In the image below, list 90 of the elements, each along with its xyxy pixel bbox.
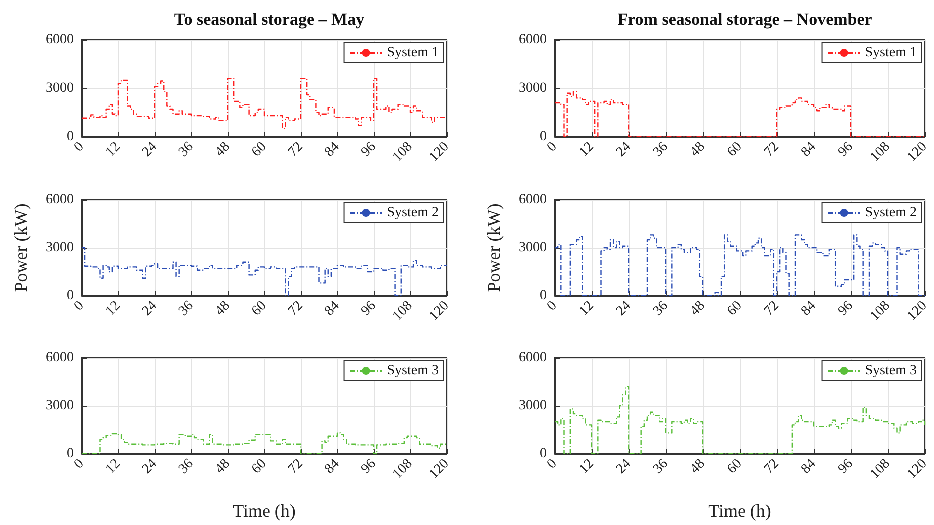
chart-title: To seasonal storage – May	[174, 10, 366, 29]
x-tick-label: 48	[688, 140, 708, 160]
x-tick-label: 72	[286, 140, 306, 160]
y-tick-label: 3000	[46, 240, 74, 256]
x-tick-label: 60	[249, 140, 270, 160]
x-tick-label: 72	[762, 140, 782, 160]
x-tick-label: 24	[614, 456, 634, 478]
x-tick-label: 108	[868, 140, 894, 166]
legend-label: System 2	[387, 206, 440, 220]
x-tick-label: 48	[212, 298, 234, 320]
y-tick-label: 3000	[519, 240, 547, 256]
x-tick-label: 60	[724, 298, 746, 320]
x-tick-label: 96	[358, 456, 380, 478]
x-tick-label: 108	[868, 456, 894, 482]
x-tick-label: 24	[140, 456, 160, 478]
y-tick-label: 6000	[46, 350, 74, 366]
x-tick-label: 120	[426, 298, 452, 324]
x-tick-label: 60	[249, 298, 270, 320]
x-tick-label: 60	[724, 140, 746, 160]
x-tick-label: 48	[688, 456, 708, 478]
y-tick-label: 6000	[46, 192, 74, 208]
y-tick-label: 6000	[519, 350, 547, 366]
y-axis-title: Power (kW)	[11, 204, 31, 292]
legend-label: System 3	[865, 364, 918, 378]
y-tick-label: 3000	[519, 398, 547, 414]
x-tick-label: 24	[614, 140, 634, 160]
legend-label: System 3	[387, 364, 440, 378]
x-tick-label: 108	[390, 456, 416, 482]
x-tick-label: 84	[322, 298, 343, 320]
y-tick-label: 6000	[519, 192, 547, 208]
x-tick-label: 72	[286, 298, 306, 320]
x-tick-label: 24	[140, 298, 160, 320]
y-tick-label: 6000	[519, 32, 547, 48]
x-tick-label: 48	[212, 456, 234, 478]
x-tick-label: 84	[322, 140, 343, 160]
x-tick-label: 12	[103, 298, 124, 320]
x-tick-label: 12	[103, 140, 124, 160]
legend-label: System 1	[387, 46, 440, 60]
x-tick-label: 84	[798, 456, 820, 478]
x-tick-label: 120	[904, 456, 930, 482]
x-tick-label: 96	[836, 298, 856, 320]
y-tick-label: 6000	[46, 32, 74, 48]
x-tick-label: 48	[688, 298, 708, 320]
x-tick-label: 120	[904, 140, 930, 166]
x-tick-label: 96	[358, 140, 380, 160]
x-tick-label: 60	[249, 456, 270, 478]
x-tick-label: 36	[650, 140, 672, 160]
legend-label: System 1	[865, 46, 918, 60]
x-tick-label: 36	[650, 456, 672, 478]
x-tick-label: 36	[176, 140, 197, 160]
y-tick-label: 0	[67, 130, 74, 144]
x-tick-label: 24	[614, 298, 634, 320]
y-tick-label: 3000	[46, 81, 74, 96]
y-axis-title: Power (kW)	[484, 204, 504, 292]
x-axis-title: Time (h)	[708, 501, 772, 521]
y-tick-label: 0	[540, 130, 547, 144]
x-axis-title: Time (h)	[233, 501, 296, 521]
x-tick-label: 12	[103, 456, 124, 478]
x-tick-label: 96	[836, 140, 856, 160]
chart-title: From seasonal storage – November	[618, 10, 873, 29]
y-tick-label: 0	[540, 446, 547, 462]
x-tick-label: 48	[212, 140, 234, 160]
y-tick-label: 0	[67, 446, 74, 462]
y-tick-label: 3000	[519, 81, 547, 96]
x-tick-label: 96	[836, 456, 856, 478]
y-tick-label: 0	[67, 288, 74, 304]
y-tick-label: 3000	[46, 398, 74, 414]
x-tick-label: 108	[390, 298, 416, 324]
x-tick-label: 12	[576, 456, 598, 478]
x-tick-label: 36	[176, 298, 197, 320]
x-tick-label: 84	[798, 140, 820, 160]
x-tick-label: 36	[650, 298, 672, 320]
x-tick-label: 72	[762, 298, 782, 320]
x-tick-label: 84	[798, 298, 820, 320]
x-tick-label: 84	[322, 456, 343, 478]
x-tick-label: 120	[426, 140, 452, 166]
x-tick-label: 96	[358, 298, 380, 320]
x-tick-label: 60	[724, 456, 746, 478]
x-tick-label: 12	[576, 298, 598, 320]
x-tick-label: 72	[762, 456, 782, 478]
x-tick-label: 120	[904, 298, 930, 324]
x-tick-label: 36	[176, 456, 197, 478]
legend-label: System 2	[865, 206, 918, 220]
x-tick-label: 72	[286, 456, 306, 478]
y-tick-label: 0	[540, 288, 547, 304]
x-tick-label: 12	[576, 140, 598, 160]
x-tick-label: 108	[390, 140, 416, 166]
x-tick-label: 24	[140, 140, 160, 160]
x-tick-label: 120	[426, 456, 452, 482]
x-tick-label: 108	[868, 298, 894, 324]
